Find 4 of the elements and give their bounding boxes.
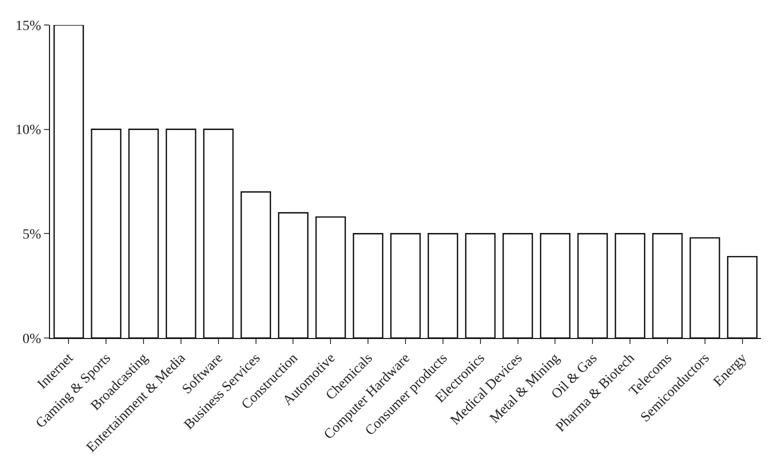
- y-tick-label: 15%: [16, 18, 42, 34]
- y-tick-label: 5%: [22, 228, 42, 243]
- y-tick-label: 10%: [16, 123, 42, 138]
- y-tick-label: 0%: [22, 332, 42, 347]
